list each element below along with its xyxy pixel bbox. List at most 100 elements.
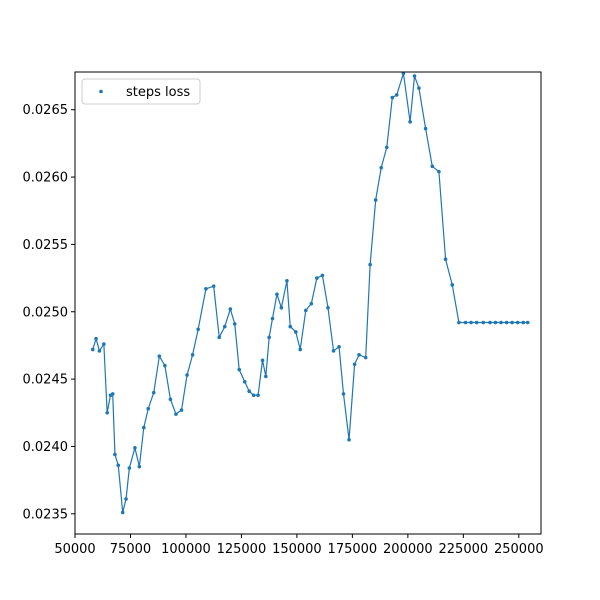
data-point [260,358,265,363]
data-point [417,86,421,90]
data-point [373,198,378,202]
data-point [146,406,151,411]
data-point [525,320,530,325]
data-point [222,324,227,329]
axes-layer: 50000 75000 100000 125000 150000 175000 200000… [23,103,544,557]
data-point [288,324,293,329]
data-point [347,437,351,442]
data-point [127,466,132,470]
data-point [237,367,242,372]
data-point [379,165,384,170]
data-point [157,354,162,359]
data-point [232,322,237,326]
data-point [294,330,298,334]
y-tick-label: 0.0250 [23,305,69,320]
data-point [515,320,520,325]
data-point [196,327,200,332]
legend: steps loss [81,78,201,105]
plot-frame [74,71,542,535]
data-point [457,320,461,325]
data-point [228,307,233,311]
x-tick-label: 150000 [272,542,322,557]
data-point [163,363,167,368]
data-point [303,308,308,313]
data-point [499,320,503,325]
data-point [390,95,395,100]
data-point [357,353,361,357]
data-point [423,126,428,131]
data-point [105,410,109,415]
data-point [141,425,146,430]
data-point [242,380,247,384]
data-point [412,74,417,78]
y-tick-label: 0.0235 [23,507,69,522]
legend-marker [99,89,103,94]
data-point [256,393,260,398]
data-point [251,393,256,398]
data-point [450,283,455,287]
y-tick-label: 0.0255 [23,238,69,253]
data-point [315,276,319,280]
data-point [521,320,526,325]
data-point [368,262,372,267]
x-tick-label: 250000 [494,542,544,557]
data-point [120,510,125,515]
data-point [211,284,216,288]
data-point [510,320,514,325]
data-point [320,273,325,278]
plot-area [75,72,541,534]
series-line [92,73,528,513]
data-point [352,362,357,367]
data-point [275,292,279,297]
data-point [481,320,486,325]
data-point [270,316,275,321]
data-point [337,344,341,349]
y-tick-label: 0.0240 [23,440,69,455]
data-point [94,336,98,341]
data-point [363,355,368,360]
data-point [309,301,314,306]
data-point [298,347,303,352]
data-point [443,257,448,262]
data-point [247,389,251,394]
x-tick-label: 125000 [217,542,267,557]
y-tick-label: 0.0265 [23,103,69,118]
data-point [504,320,509,325]
data-point [285,278,289,283]
data-point [190,353,195,357]
data-point [384,145,389,150]
legend-label: steps loss [126,85,190,100]
data-point [90,347,95,352]
data-point [264,374,268,379]
data-point [168,397,173,402]
data-point [279,305,284,310]
data-point [463,320,468,325]
data-point [204,287,208,291]
data-point [493,320,498,325]
data-point [267,335,271,340]
data-point [179,408,184,412]
x-tick-label: 200000 [383,542,433,557]
y-tick-label: 0.0245 [23,373,69,388]
data-point [488,320,492,325]
data-point [133,446,137,450]
data-point [110,392,115,396]
x-tick-label: 50000 [54,542,95,557]
data-point [326,305,330,310]
series-layer [90,71,530,515]
data-point [474,320,479,325]
data-point [102,342,106,346]
x-tick-label: 100000 [161,542,211,557]
legend-box [81,78,201,105]
x-tick-label: 75000 [110,542,151,557]
data-point [151,390,156,395]
data-point [331,349,336,353]
y-tick-label: 0.0260 [23,171,69,186]
x-tick-label: 175000 [328,542,378,557]
data-point [124,497,128,501]
x-tick-label: 225000 [439,542,489,557]
data-point [408,120,412,124]
data-point [394,93,399,97]
data-point [116,463,121,468]
